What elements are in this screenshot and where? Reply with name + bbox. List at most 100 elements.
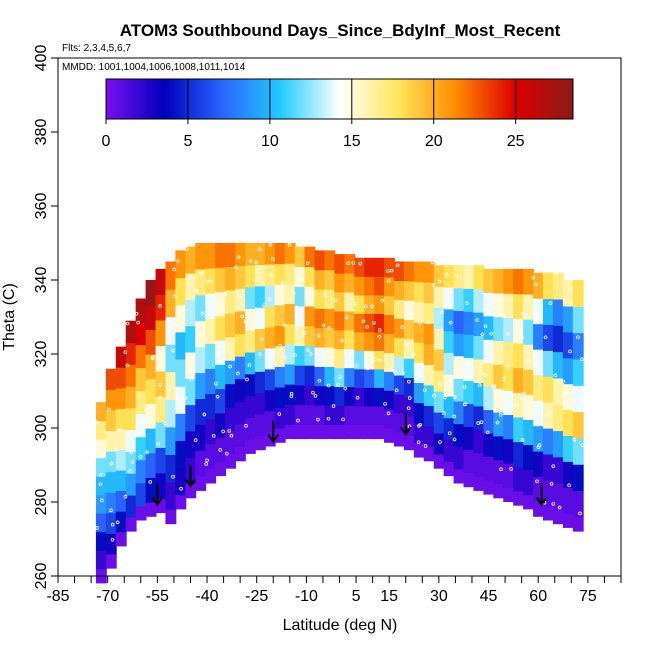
- observation-dot: [323, 293, 327, 298]
- heatmap-cell: [175, 250, 187, 279]
- heatmap-cell: [523, 344, 535, 370]
- observation-dot: [426, 320, 431, 325]
- observation-dot: [462, 385, 467, 389]
- heatmap-cell: [463, 449, 475, 473]
- observation-dot: [416, 440, 421, 444]
- heatmap-cell: [284, 283, 296, 305]
- heatmap-cell: [393, 356, 405, 376]
- heatmap-cell: [185, 325, 197, 353]
- observation-dot: [361, 319, 366, 323]
- heatmap-cell: [533, 298, 544, 325]
- observation-dot: [389, 268, 394, 273]
- heatmap-cell: [493, 292, 505, 318]
- heatmap-cell: [264, 284, 276, 307]
- observation-dot: [373, 357, 378, 362]
- heatmap-cell: [145, 403, 157, 429]
- heatmap-cell: [205, 393, 217, 420]
- observation-dot: [475, 318, 479, 322]
- heatmap-cell: [145, 354, 157, 380]
- heatmap-cell: [205, 268, 217, 294]
- heatmap-cell: [95, 531, 107, 551]
- heatmap-cell: [523, 444, 535, 471]
- heatmap-cell: [344, 424, 356, 440]
- x-tick-label: -10: [295, 588, 318, 605]
- heatmap-cell: [105, 533, 117, 555]
- heatmap-cell: [145, 304, 157, 330]
- heatmap-cell: [115, 449, 127, 471]
- heatmap-cell: [225, 313, 236, 338]
- observation-dot: [279, 353, 284, 358]
- heatmap-cell: [423, 364, 435, 386]
- heatmap-cell: [244, 351, 256, 375]
- heatmap-cell: [125, 342, 137, 365]
- heatmap-cell: [314, 250, 326, 271]
- observation-dot: [221, 429, 225, 434]
- heatmap-cell: [493, 340, 505, 365]
- observation-dot: [386, 269, 390, 273]
- heatmap-cell: [533, 476, 544, 503]
- heatmap-cell: [125, 386, 137, 409]
- observation-dot: [563, 400, 568, 405]
- heatmap-cell: [274, 386, 286, 409]
- heatmap-cell: [284, 424, 296, 440]
- heatmap-cell: [413, 382, 425, 404]
- heatmap-cell: [503, 390, 515, 416]
- heatmap-cell: [135, 321, 147, 346]
- heatmap-cell: [165, 399, 177, 428]
- heatmap-cell: [195, 320, 207, 348]
- observation-dot: [326, 383, 331, 388]
- observation-dot: [258, 352, 263, 357]
- heatmap-cell: [433, 370, 445, 392]
- heatmap-cell: [552, 325, 564, 353]
- observation-dot: [123, 494, 128, 499]
- heatmap-cell: [294, 345, 306, 366]
- observation-dot: [327, 326, 331, 330]
- heatmap-cell: [145, 452, 157, 478]
- heatmap-cell: [473, 312, 485, 337]
- heatmap-cell: [105, 430, 117, 452]
- observation-dot: [287, 242, 292, 247]
- heatmap-cell: [284, 323, 296, 345]
- colorbar-tick-label: 15: [343, 133, 361, 150]
- heatmap-cell: [463, 403, 475, 427]
- observation-dot: [280, 281, 285, 286]
- heatmap-cell: [175, 386, 187, 414]
- heatmap-cell: [215, 315, 227, 341]
- heatmap-cell: [334, 254, 346, 274]
- heatmap-cell: [264, 368, 276, 391]
- heatmap-cell: [274, 407, 286, 429]
- heatmap-cell: [384, 295, 395, 316]
- heatmap-cell: [145, 428, 157, 454]
- x-tick-label: 60: [529, 588, 547, 605]
- heatmap-cell: [314, 366, 326, 387]
- heatmap-cell: [185, 246, 197, 274]
- heatmap-cell: [354, 424, 366, 440]
- heatmap-cell: [175, 467, 187, 496]
- heatmap-cell: [145, 477, 157, 503]
- heatmap-cell: [185, 378, 197, 406]
- heatmap-cell: [244, 308, 256, 331]
- observation-dot: [134, 311, 139, 316]
- observation-dot: [173, 294, 177, 298]
- heatmap-cell: [354, 387, 366, 407]
- heatmap-cell: [165, 371, 177, 400]
- colorbar: 0 5 10 15 20 25: [102, 78, 574, 150]
- observation-dot: [236, 371, 240, 376]
- observation-dot: [452, 414, 457, 419]
- y-axis-label: Theta (C): [1, 283, 18, 351]
- observation-dot: [176, 259, 181, 263]
- heatmap-cell: [225, 430, 236, 455]
- heatmap-cell: [334, 386, 346, 406]
- observation-dot: [452, 437, 457, 442]
- observation-dot: [245, 377, 249, 382]
- observation-dot: [291, 291, 296, 296]
- observation-dot: [498, 413, 503, 417]
- heatmap-cell: [334, 348, 346, 369]
- heatmap-cell: [274, 263, 286, 285]
- heatmap-cell: [483, 386, 495, 411]
- heatmap-cell: [483, 315, 495, 340]
- heatmap-cell: [344, 386, 356, 406]
- observation-dot: [479, 420, 484, 425]
- heatmap-cell: [304, 246, 316, 268]
- heatmap-cell: [165, 344, 177, 373]
